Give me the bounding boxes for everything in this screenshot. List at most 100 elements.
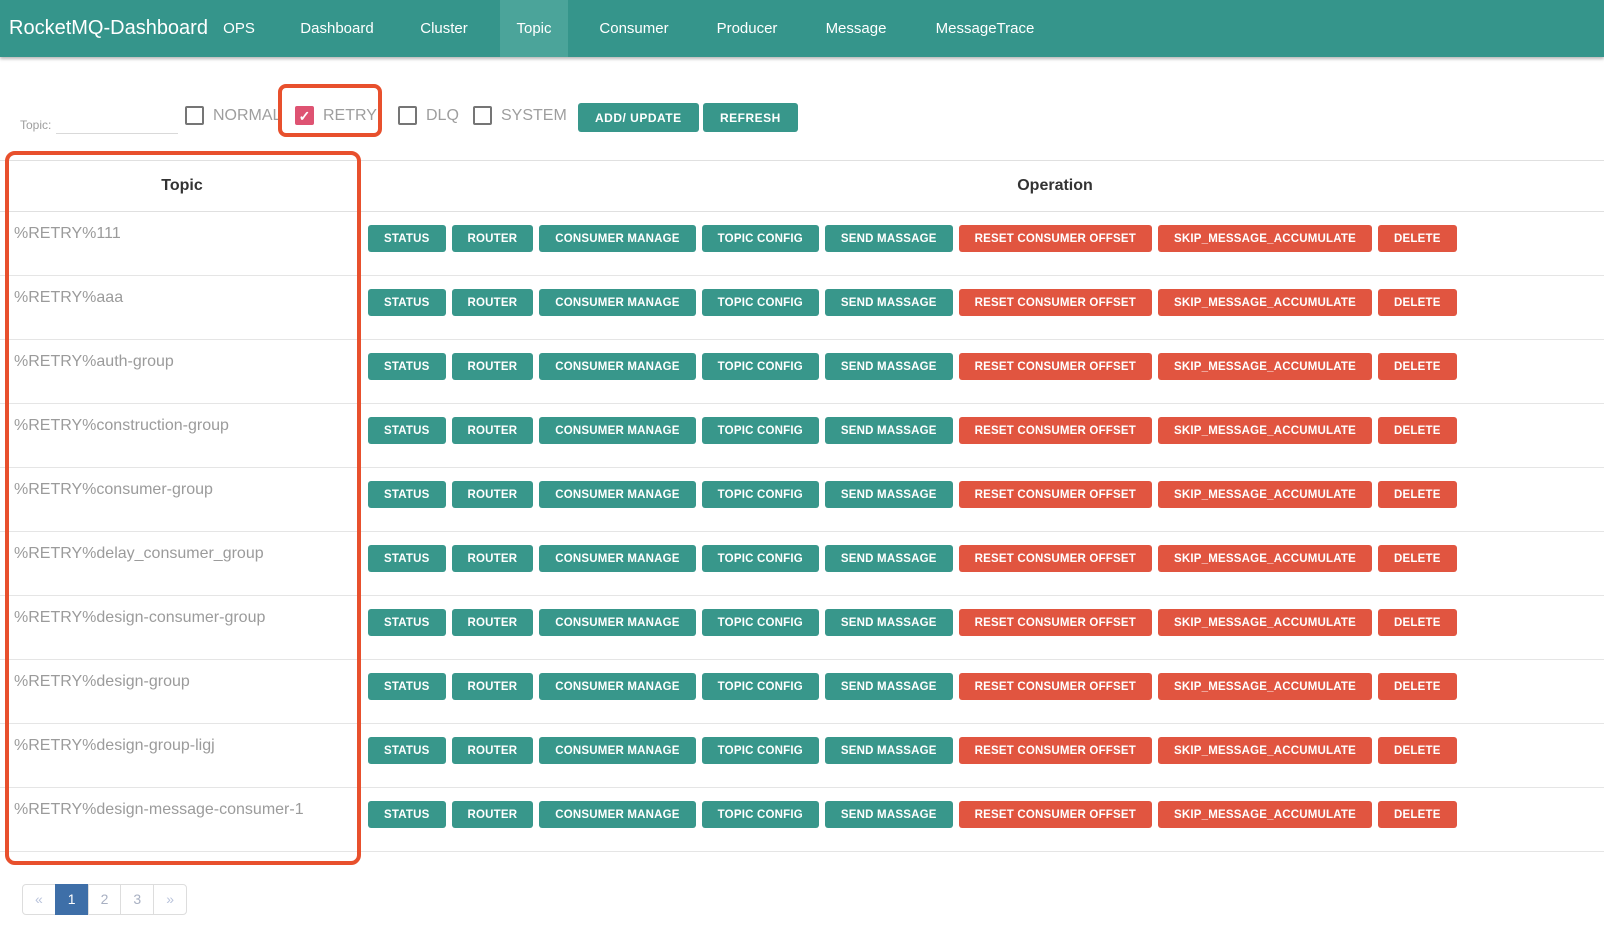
send-massage-button[interactable]: SEND MASSAGE: [824, 545, 953, 572]
router-button[interactable]: ROUTER: [451, 609, 534, 636]
skip-message-accumulate-button[interactable]: SKIP_MESSAGE_ACCUMULATE: [1158, 737, 1373, 764]
topic-config-button[interactable]: TOPIC CONFIG: [701, 673, 819, 700]
delete-button[interactable]: DELETE: [1378, 737, 1457, 764]
consumer-manage-button[interactable]: CONSUMER MANAGE: [539, 417, 696, 444]
consumer-manage-button[interactable]: CONSUMER MANAGE: [539, 481, 696, 508]
skip-message-accumulate-button[interactable]: SKIP_MESSAGE_ACCUMULATE: [1158, 545, 1373, 572]
topic-config-button[interactable]: TOPIC CONFIG: [701, 609, 819, 636]
nav-item-cluster[interactable]: Cluster: [420, 20, 468, 37]
router-button[interactable]: ROUTER: [451, 545, 534, 572]
pagination-page-3[interactable]: 3: [120, 884, 155, 915]
topic-config-button[interactable]: TOPIC CONFIG: [701, 481, 819, 508]
router-button[interactable]: ROUTER: [451, 353, 534, 380]
nav-item-dashboard[interactable]: Dashboard: [300, 20, 374, 37]
delete-button[interactable]: DELETE: [1378, 801, 1457, 828]
topic-filter-input[interactable]: [56, 108, 178, 134]
consumer-manage-button[interactable]: CONSUMER MANAGE: [539, 289, 696, 316]
status-button[interactable]: STATUS: [368, 417, 446, 444]
status-button[interactable]: STATUS: [368, 353, 446, 380]
send-massage-button[interactable]: SEND MASSAGE: [824, 225, 953, 252]
skip-message-accumulate-button[interactable]: SKIP_MESSAGE_ACCUMULATE: [1158, 225, 1373, 252]
topic-config-button[interactable]: TOPIC CONFIG: [701, 737, 819, 764]
reset-consumer-offset-button[interactable]: RESET CONSUMER OFFSET: [958, 609, 1152, 636]
pagination-next[interactable]: »: [153, 884, 187, 915]
delete-button[interactable]: DELETE: [1378, 225, 1457, 252]
delete-button[interactable]: DELETE: [1378, 353, 1457, 380]
add-update-button[interactable]: ADD/ UPDATE: [578, 103, 699, 132]
delete-button[interactable]: DELETE: [1378, 673, 1457, 700]
router-button[interactable]: ROUTER: [451, 417, 534, 444]
send-massage-button[interactable]: SEND MASSAGE: [824, 289, 953, 316]
reset-consumer-offset-button[interactable]: RESET CONSUMER OFFSET: [958, 481, 1152, 508]
status-button[interactable]: STATUS: [368, 225, 446, 252]
checkbox-dlq[interactable]: DLQ: [398, 106, 459, 125]
status-button[interactable]: STATUS: [368, 545, 446, 572]
send-massage-button[interactable]: SEND MASSAGE: [824, 801, 953, 828]
consumer-manage-button[interactable]: CONSUMER MANAGE: [539, 801, 696, 828]
status-button[interactable]: STATUS: [368, 673, 446, 700]
router-button[interactable]: ROUTER: [451, 481, 534, 508]
reset-consumer-offset-button[interactable]: RESET CONSUMER OFFSET: [958, 225, 1152, 252]
nav-item-consumer[interactable]: Consumer: [599, 20, 669, 37]
send-massage-button[interactable]: SEND MASSAGE: [824, 417, 953, 444]
send-massage-button[interactable]: SEND MASSAGE: [824, 481, 953, 508]
reset-consumer-offset-button[interactable]: RESET CONSUMER OFFSET: [958, 737, 1152, 764]
reset-consumer-offset-button[interactable]: RESET CONSUMER OFFSET: [958, 417, 1152, 444]
skip-message-accumulate-button[interactable]: SKIP_MESSAGE_ACCUMULATE: [1158, 481, 1373, 508]
topic-config-button[interactable]: TOPIC CONFIG: [701, 225, 819, 252]
reset-consumer-offset-button[interactable]: RESET CONSUMER OFFSET: [958, 353, 1152, 380]
consumer-manage-button[interactable]: CONSUMER MANAGE: [539, 737, 696, 764]
nav-item-message[interactable]: Message: [825, 20, 887, 37]
send-massage-button[interactable]: SEND MASSAGE: [824, 673, 953, 700]
topic-config-button[interactable]: TOPIC CONFIG: [701, 545, 819, 572]
pagination-page-2[interactable]: 2: [87, 884, 122, 915]
router-button[interactable]: ROUTER: [451, 673, 534, 700]
consumer-manage-button[interactable]: CONSUMER MANAGE: [539, 225, 696, 252]
checkbox-normal[interactable]: NORMAL: [185, 106, 281, 125]
reset-consumer-offset-button[interactable]: RESET CONSUMER OFFSET: [958, 801, 1152, 828]
checkbox-retry[interactable]: ✓ RETRY: [295, 106, 377, 125]
consumer-manage-button[interactable]: CONSUMER MANAGE: [539, 353, 696, 380]
delete-button[interactable]: DELETE: [1378, 481, 1457, 508]
router-button[interactable]: ROUTER: [451, 225, 534, 252]
checkbox-unchecked-icon[interactable]: [473, 106, 492, 125]
delete-button[interactable]: DELETE: [1378, 545, 1457, 572]
skip-message-accumulate-button[interactable]: SKIP_MESSAGE_ACCUMULATE: [1158, 673, 1373, 700]
status-button[interactable]: STATUS: [368, 481, 446, 508]
send-massage-button[interactable]: SEND MASSAGE: [824, 353, 953, 380]
topic-config-button[interactable]: TOPIC CONFIG: [701, 417, 819, 444]
nav-item-producer[interactable]: Producer: [716, 20, 778, 37]
skip-message-accumulate-button[interactable]: SKIP_MESSAGE_ACCUMULATE: [1158, 417, 1373, 444]
reset-consumer-offset-button[interactable]: RESET CONSUMER OFFSET: [958, 545, 1152, 572]
delete-button[interactable]: DELETE: [1378, 417, 1457, 444]
send-massage-button[interactable]: SEND MASSAGE: [824, 737, 953, 764]
checkbox-unchecked-icon[interactable]: [398, 106, 417, 125]
skip-message-accumulate-button[interactable]: SKIP_MESSAGE_ACCUMULATE: [1158, 801, 1373, 828]
checkbox-unchecked-icon[interactable]: [185, 106, 204, 125]
refresh-button[interactable]: REFRESH: [703, 103, 798, 132]
checkbox-system[interactable]: SYSTEM: [473, 106, 567, 125]
status-button[interactable]: STATUS: [368, 737, 446, 764]
consumer-manage-button[interactable]: CONSUMER MANAGE: [539, 673, 696, 700]
status-button[interactable]: STATUS: [368, 609, 446, 636]
skip-message-accumulate-button[interactable]: SKIP_MESSAGE_ACCUMULATE: [1158, 353, 1373, 380]
status-button[interactable]: STATUS: [368, 289, 446, 316]
status-button[interactable]: STATUS: [368, 801, 446, 828]
delete-button[interactable]: DELETE: [1378, 609, 1457, 636]
nav-item-topic[interactable]: Topic: [500, 0, 568, 57]
reset-consumer-offset-button[interactable]: RESET CONSUMER OFFSET: [958, 289, 1152, 316]
pagination-page-1[interactable]: 1: [54, 884, 89, 915]
pagination-prev[interactable]: «: [22, 884, 56, 915]
reset-consumer-offset-button[interactable]: RESET CONSUMER OFFSET: [958, 673, 1152, 700]
consumer-manage-button[interactable]: CONSUMER MANAGE: [539, 609, 696, 636]
skip-message-accumulate-button[interactable]: SKIP_MESSAGE_ACCUMULATE: [1158, 289, 1373, 316]
send-massage-button[interactable]: SEND MASSAGE: [824, 609, 953, 636]
router-button[interactable]: ROUTER: [451, 801, 534, 828]
topic-config-button[interactable]: TOPIC CONFIG: [701, 353, 819, 380]
topic-config-button[interactable]: TOPIC CONFIG: [701, 289, 819, 316]
nav-item-messagetrace[interactable]: MessageTrace: [935, 20, 1035, 37]
checkbox-checked-icon[interactable]: ✓: [295, 106, 314, 125]
consumer-manage-button[interactable]: CONSUMER MANAGE: [539, 545, 696, 572]
skip-message-accumulate-button[interactable]: SKIP_MESSAGE_ACCUMULATE: [1158, 609, 1373, 636]
topic-config-button[interactable]: TOPIC CONFIG: [701, 801, 819, 828]
